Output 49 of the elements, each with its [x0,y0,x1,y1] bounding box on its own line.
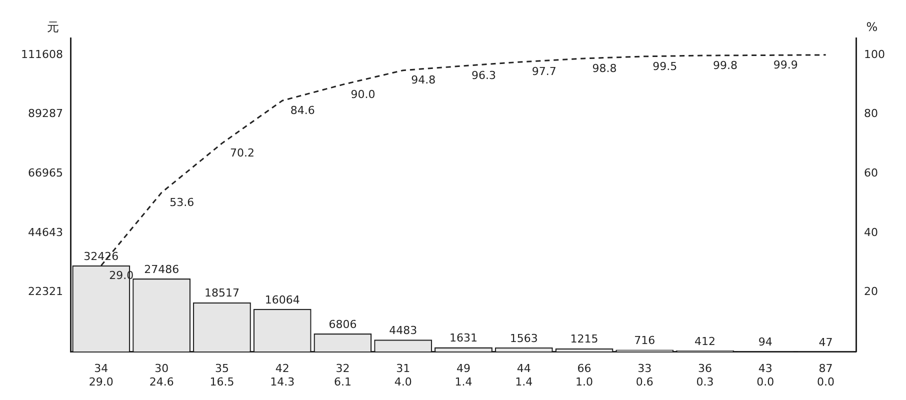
data-label: 99.9 [773,58,798,72]
data-label: 6806 [328,318,357,331]
data-label: 94 [758,336,772,349]
data-label: 70.2 [230,146,254,160]
y-tick-label: 89287 [28,107,63,120]
data-label: 32426 [84,250,119,263]
y-tick-label: 44643 [28,226,63,239]
x-tick-label: 66 1.0 [576,362,594,388]
x-tick-label: 32 6.1 [334,362,352,388]
data-label: 99.8 [713,58,738,72]
data-label: 1563 [510,332,538,345]
x-tick-label: 44 1.4 [515,362,533,388]
data-label: 90.0 [350,88,376,101]
y2-tick-label: 60 [864,166,878,180]
y-tick-label: 22321 [28,285,63,298]
data-label: 18517 [204,286,240,300]
x-tick-label: 42 14.3 [270,362,295,388]
y2-axis-title: % [866,20,878,34]
data-label: 27486 [144,262,180,276]
data-label: 716 [634,334,656,348]
data-label: 84.6 [290,104,315,117]
data-label: 98.8 [592,62,617,75]
x-tick-label: 33 0.6 [636,362,654,388]
x-tick-label: 49 1.4 [454,362,472,388]
data-label: 99.5 [652,60,678,73]
x-tick-label: 36 0.3 [696,362,714,388]
data-label: 1631 [450,332,478,345]
data-label: 96.3 [472,69,496,82]
y-tick-label: 111608 [20,48,63,61]
data-label: 1215 [570,332,598,346]
x-tick-label: 34 29.0 [88,362,114,388]
x-tick-label: 35 16.5 [210,362,234,388]
data-label: 47 [818,336,833,349]
y-axis-title: 元 [46,20,59,34]
data-label: 412 [694,334,716,348]
y2-tick-label: 100 [864,48,886,61]
x-tick-label: 43 0.0 [756,362,774,388]
x-tick-label: 30 24.6 [149,362,174,388]
x-tick-label: 31 4.0 [394,362,412,388]
data-label: 4483 [389,324,418,338]
y-tick-label: 66965 [28,166,63,180]
data-label: 16064 [264,293,300,306]
x-tick-label: 87 0.0 [817,362,835,388]
y2-tick-label: 20 [864,285,878,298]
data-label: 94.8 [411,74,436,87]
data-label: 97.7 [532,65,556,78]
y2-tick-label: 80 [864,107,878,120]
data-label: 53.6 [170,196,194,209]
y2-tick-label: 40 [864,226,878,239]
